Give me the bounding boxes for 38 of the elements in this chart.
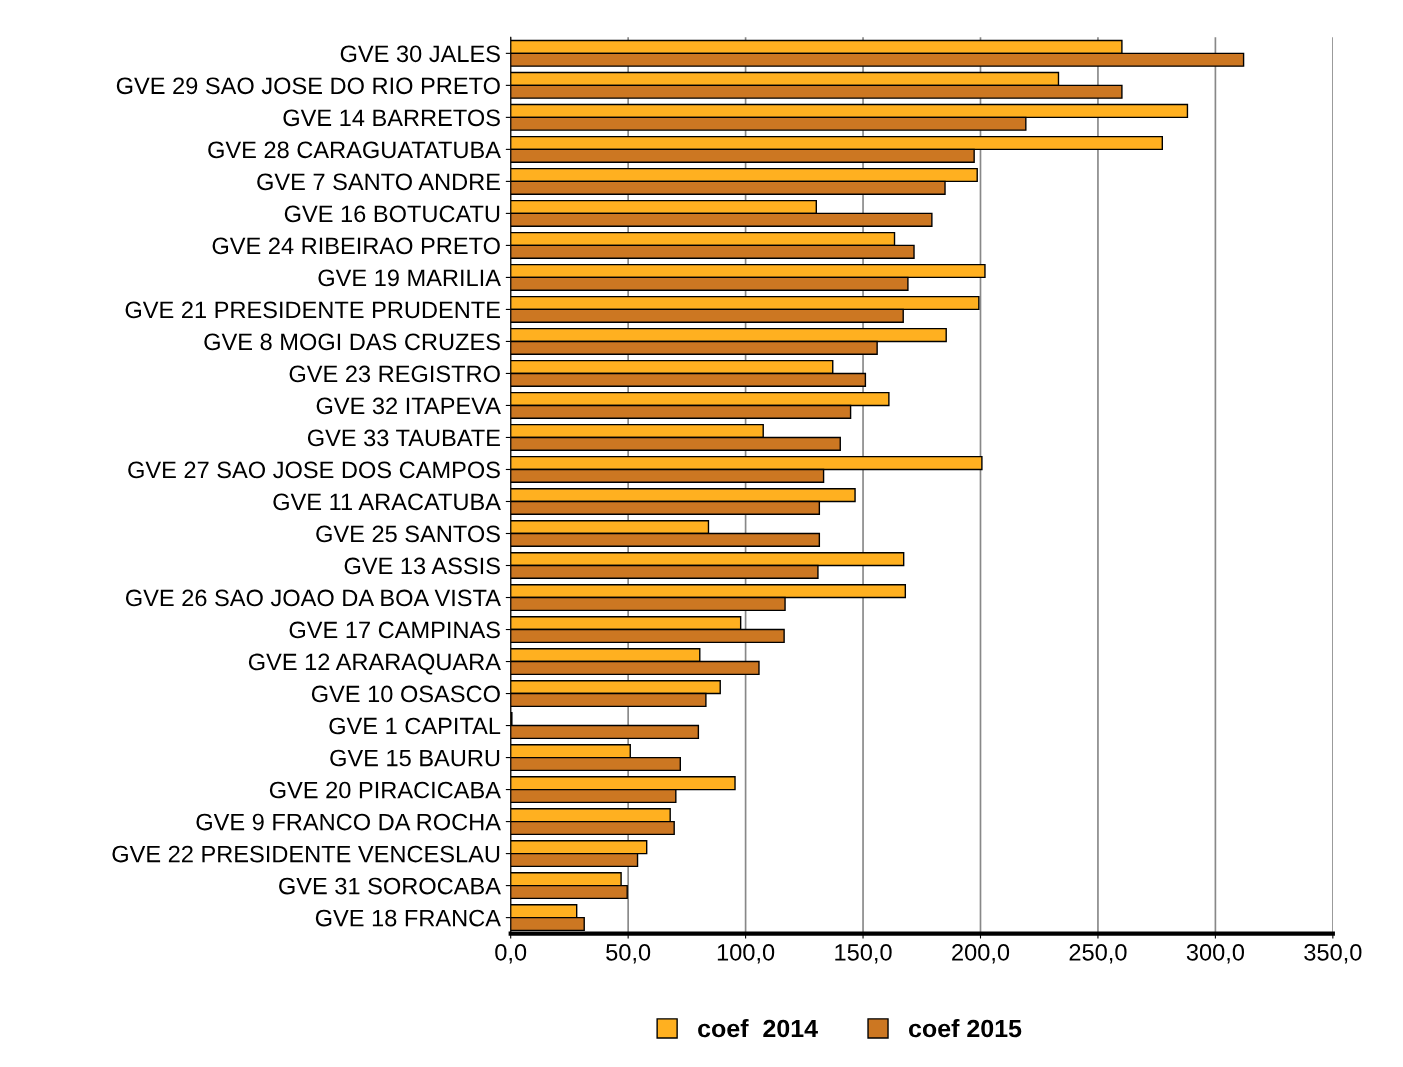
x-tick-label: 350,0 bbox=[1304, 943, 1362, 964]
legend-label: coef 2015 bbox=[909, 1019, 1022, 1038]
y-tick-label: GVE 31 SOROCABA bbox=[279, 877, 501, 895]
y-tick-label: GVE 13 ASSIS bbox=[344, 557, 500, 575]
y-tick-label: GVE 1 CAPITAL bbox=[329, 717, 501, 735]
y-tick-label: GVE 12 ARARAQUARA bbox=[248, 653, 501, 675]
y-tick-label: GVE 7 SANTO ANDRE bbox=[257, 173, 500, 191]
y-tick-label: GVE 20 PIRACICABA bbox=[269, 781, 501, 799]
y-tick-label: GVE 8 MOGI DAS CRUZES bbox=[204, 333, 500, 351]
y-tick-label: GVE 33 TAUBATE bbox=[307, 429, 500, 447]
y-tick-label: GVE 25 SANTOS bbox=[316, 525, 500, 543]
x-tick-label: 0,0 bbox=[495, 943, 527, 964]
y-tick-label: GVE 23 REGISTRO bbox=[289, 365, 500, 383]
y-tick-label: GVE 9 FRANCO DA ROCHA bbox=[196, 813, 501, 831]
y-tick-label: GVE 10 OSASCO bbox=[311, 685, 500, 703]
y-tick-label: GVE 26 SAO JOAO DA BOA VISTA bbox=[125, 589, 501, 607]
legend-label: coef 2014 bbox=[698, 1019, 818, 1038]
x-tick-label: 50,0 bbox=[606, 943, 651, 964]
x-tick-label: 300,0 bbox=[1186, 943, 1245, 964]
y-tick-label: GVE 17 CAMPINAS bbox=[289, 621, 500, 639]
y-tick-label: GVE 32 ITAPEVA bbox=[316, 397, 501, 415]
x-tick-label: 250,0 bbox=[1069, 943, 1127, 964]
y-tick-label: GVE 16 BOTUCATU bbox=[284, 205, 500, 223]
y-tick-label: GVE 15 BAURU bbox=[330, 749, 500, 767]
y-tick-label: GVE 29 SAO JOSE DO RIO PRETO bbox=[116, 77, 500, 95]
y-tick-label: GVE 28 CARAGUATATUBA bbox=[208, 141, 501, 159]
y-tick-label: GVE 22 PRESIDENTE VENCESLAU bbox=[112, 845, 500, 863]
y-tick-label: GVE 30 JALES bbox=[340, 45, 500, 63]
y-tick-label: GVE 19 MARILIA bbox=[318, 269, 501, 287]
x-tick-label: 150,0 bbox=[835, 943, 892, 964]
y-tick-label: GVE 21 PRESIDENTE PRUDENTE bbox=[125, 301, 500, 319]
y-tick-label: GVE 11 ARACATUBA bbox=[273, 493, 501, 511]
y-tick-label: GVE 24 RIBEIRAO PRETO bbox=[212, 237, 500, 255]
y-tick-label: GVE 14 BARRETOS bbox=[283, 109, 500, 127]
y-tick-label: GVE 18 FRANCA bbox=[315, 909, 501, 927]
x-tick-label: 100,0 bbox=[717, 943, 775, 964]
x-tick-label: 200,0 bbox=[952, 943, 1010, 964]
y-tick-label: GVE 27 SAO JOSE DOS CAMPOS bbox=[128, 461, 500, 479]
